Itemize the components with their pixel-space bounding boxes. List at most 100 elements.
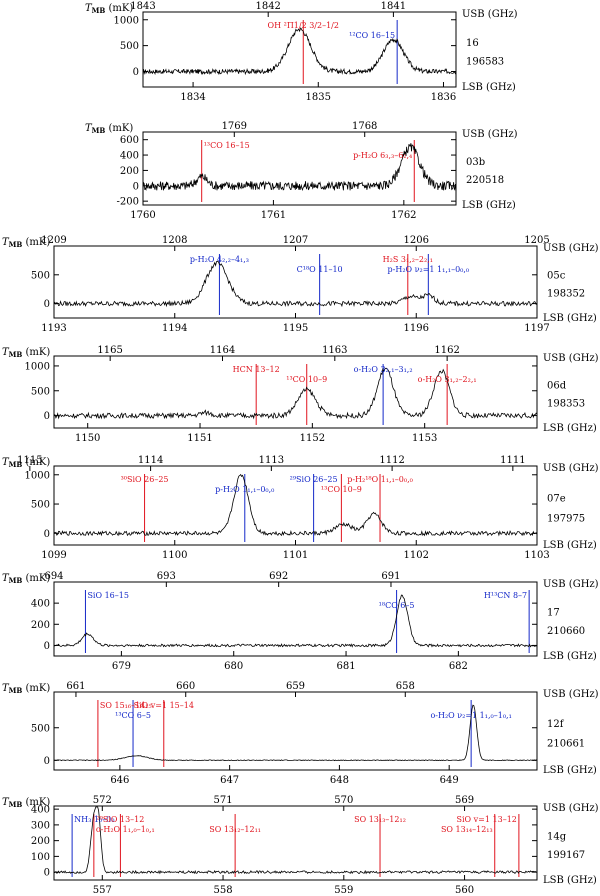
line-label: ¹³CO 6–5 (115, 711, 151, 720)
y-tick-label: 0 (44, 641, 50, 652)
panel-frame (142, 131, 457, 206)
usb-tick-label: 569 (455, 795, 474, 806)
line-label: ¹⁸CO 6–5 (379, 601, 415, 610)
line-label: ³⁰SiO 26–25 (121, 475, 169, 484)
y-tick-label: 400 (31, 805, 50, 816)
lsb-tick-label: 680 (224, 661, 243, 672)
line-label: C¹⁸O 11–10 (297, 265, 343, 274)
usb-unit-label: USB (GHz) (462, 129, 518, 140)
y-tick-label: 100 (31, 852, 50, 863)
y-axis-title: TMB (mK) (2, 573, 50, 585)
lsb-tick-label: 1761 (261, 210, 286, 221)
y-tick-label: 1000 (114, 15, 139, 26)
line-label: o-H₂O 1₁,₀–1₀,₁ (96, 825, 155, 834)
usb-tick-label: 661 (66, 681, 85, 692)
line-label: H¹³CN 8–7 (484, 591, 527, 600)
obsid-label: 210661 (547, 739, 585, 750)
y-tick-label: 0 (44, 299, 50, 310)
line-label: HCN 13–12 (233, 365, 280, 374)
lsb-tick-label: 646 (110, 775, 129, 786)
y-axis-title: TMB (mK) (85, 3, 133, 15)
obsid-label: 220518 (466, 175, 504, 186)
y-tick-label: -200 (117, 197, 139, 208)
usb-tick-label: 1843 (130, 1, 155, 12)
usb-tick-label: 1205 (524, 235, 549, 246)
usb-tick-label: 1164 (210, 345, 235, 356)
y-tick-label: 200 (120, 166, 139, 177)
lsb-tick-label: 1835 (306, 92, 331, 103)
line-label: p-H₂¹⁸O 1₁,₁–0₀,₀ (347, 475, 413, 484)
usb-tick-label: 693 (157, 571, 176, 582)
y-tick-label: 400 (120, 151, 139, 162)
usb-unit-label: USB (GHz) (462, 9, 518, 20)
line-label: ²⁹SiO 13–12 (96, 815, 144, 824)
line-label: ¹³CO 10–9 (321, 485, 362, 494)
usb-tick-label: 1113 (259, 455, 284, 466)
band-label: 07e (547, 494, 566, 505)
spectrum-trace (53, 367, 538, 420)
lsb-tick-label: 1836 (431, 92, 456, 103)
spectrum-trace (142, 27, 457, 76)
y-axis-title: TMB (mK) (2, 797, 50, 809)
line-label: o-H₂O ν₂=1 1₁,₀–1₀,₁ (430, 711, 511, 720)
band-label: 14g (547, 831, 567, 842)
usb-tick-label: 572 (93, 795, 112, 806)
y-tick-label: 1000 (25, 470, 50, 481)
y-axis-title: TMB (mK) (2, 347, 50, 359)
line-label: SO 13₁₄–12₁₃ (441, 825, 493, 834)
line-label: H₂S 3₁,₂–2₂,₁ (383, 255, 433, 264)
usb-tick-label: 658 (396, 681, 415, 692)
y-tick-label: 0 (133, 67, 139, 78)
y-tick-label: 500 (31, 270, 50, 281)
lsb-tick-label: 1153 (412, 433, 437, 444)
lsb-tick-label: 560 (455, 885, 474, 896)
y-tick-label: 0 (44, 411, 50, 422)
spectrum-trace (53, 806, 538, 875)
obsid-label: 210660 (547, 626, 585, 637)
y-tick-label: 0 (44, 756, 50, 767)
lsb-tick-label: 1195 (283, 323, 308, 334)
line-label: ¹³CO 16–15 (204, 141, 250, 150)
lsb-tick-label: 681 (336, 661, 355, 672)
y-axis-title: TMB (mK) (85, 123, 133, 135)
y-tick-label: 0 (44, 529, 50, 540)
y-axis-title: TMB (mK) (2, 457, 50, 469)
y-tick-label: 200 (31, 836, 50, 847)
band-label: 17 (547, 607, 560, 618)
lsb-tick-label: 1762 (391, 210, 416, 221)
line-label: ¹³CO 10–9 (286, 375, 327, 384)
lsb-tick-label: 649 (440, 775, 459, 786)
spectrum-panel-03b: -200 0 200 400 600 1760 1761 1762 1769 1768 TMB (m… (85, 121, 518, 221)
usb-tick-label: 691 (381, 571, 400, 582)
line-label: p-H₂O 6₃,₃–6₂,₄ (353, 151, 412, 160)
usb-tick-label: 1111 (500, 455, 525, 466)
spectrum-panel-17: 0 200 400 679 680 681 682 694 693 692 691 TMB (mK) U… (2, 571, 599, 672)
lsb-tick-label: 1151 (187, 433, 212, 444)
spectrum-panel-07e: 0 500 1000 1099 1100 1101 1102 1103 1115 1114 1113… (2, 455, 599, 561)
line-label: o-H₂O 3₂,₁–3₁,₂ (354, 365, 413, 374)
panel-frame (53, 805, 538, 881)
band-label: 05c (547, 270, 566, 281)
spectrum-panel-05c: 0 500 1193 1194 1195 1196 1197 1209 1208 1207 1206… (2, 235, 599, 334)
panel-frame (53, 245, 538, 319)
y-tick-label: 0 (44, 868, 50, 879)
lsb-tick-label: 1102 (404, 550, 429, 561)
lsb-unit-label: LSB (GHz) (543, 423, 597, 434)
band-label: 16 (466, 38, 479, 49)
y-tick-label: 400 (31, 599, 50, 610)
line-label: p-H₂O 1₁,₁–0₀,₀ (215, 485, 274, 494)
lsb-tick-label: 559 (334, 885, 353, 896)
line-label: o-H₂O 3₁,₂–2₂,₁ (418, 375, 477, 384)
usb-unit-label: USB (GHz) (543, 463, 599, 474)
y-axis-title: TMB (mK) (2, 683, 50, 695)
line-label: SO 13₁₂–12₁₁ (209, 825, 261, 834)
lsb-tick-label: 1152 (300, 433, 325, 444)
line-label: SiO v=1 15–14 (134, 701, 194, 710)
lsb-tick-label: 648 (330, 775, 349, 786)
lsb-tick-label: 647 (220, 775, 239, 786)
usb-tick-label: 1768 (352, 121, 377, 132)
y-tick-label: 1000 (25, 361, 50, 372)
obsid-label: 199167 (547, 850, 585, 861)
usb-tick-label: 1114 (138, 455, 163, 466)
